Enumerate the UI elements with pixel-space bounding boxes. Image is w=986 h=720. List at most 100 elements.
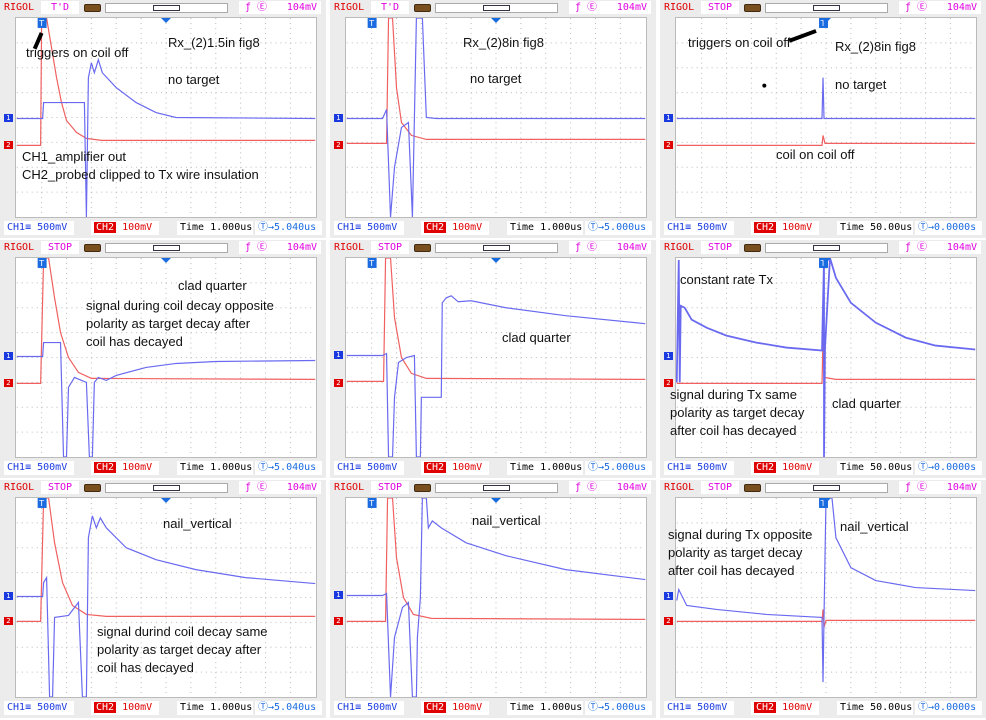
trigger-level: 104mV <box>616 242 647 253</box>
ch1-marker[interactable]: 1 <box>664 592 673 600</box>
ch2-scale-value: 100mV <box>122 702 153 713</box>
memory-icon <box>414 4 431 12</box>
view-window <box>813 5 840 11</box>
time-label: Time <box>510 702 535 713</box>
run-status: STOP <box>701 1 739 14</box>
ch2-marker[interactable]: 2 <box>4 141 13 149</box>
svg-text:T: T <box>38 259 44 268</box>
trigger-offset-icon: Ⓣ→ <box>258 222 275 233</box>
ch2-marker[interactable]: 2 <box>664 141 673 149</box>
ch2-scale: CH2 100mV <box>91 461 159 475</box>
center-marker <box>491 18 501 23</box>
trigger-offset-icon: Ⓣ→ <box>588 222 605 233</box>
view-window <box>813 245 840 251</box>
ch1-marker[interactable]: 1 <box>4 352 13 360</box>
time-label: Time <box>180 462 205 473</box>
ch2-scale: CH2 100mV <box>91 221 159 235</box>
rising-edge-icon: ƒ Ⓔ <box>575 2 598 13</box>
ch1-marker[interactable]: 1 <box>4 592 13 600</box>
run-status: STOP <box>701 241 739 254</box>
ch1-label: CH1 <box>667 222 686 233</box>
time-value: 1.000us <box>540 462 583 473</box>
time-value: 1.000us <box>540 702 583 713</box>
ch1-scale-value: 500mV <box>37 462 68 473</box>
ch2-scale-value: 100mV <box>782 222 813 233</box>
offset-value: 5.040us <box>274 222 317 233</box>
ch2-scale-value: 100mV <box>122 462 153 473</box>
trigger-status: ƒ Ⓔ 104mV <box>899 1 981 14</box>
dc-coupling-icon: ≡ <box>25 702 38 713</box>
ch2-marker[interactable]: 2 <box>334 617 343 625</box>
dc-coupling-icon: ≡ <box>25 222 38 233</box>
ch2-marker[interactable]: 2 <box>4 379 13 387</box>
trigger-level: 104mV <box>946 482 977 493</box>
ch1-label: CH1 <box>337 462 356 473</box>
ch1-trace <box>16 57 316 217</box>
ch1-marker[interactable]: 1 <box>4 114 13 122</box>
trigger-position-marker: T <box>819 18 828 28</box>
ch2-marker[interactable]: 2 <box>334 379 343 387</box>
rising-edge-icon: ƒ Ⓔ <box>905 242 928 253</box>
ch1-marker[interactable]: 1 <box>334 114 343 122</box>
trigger-position-marker: T <box>819 258 828 268</box>
memory-icon <box>84 484 101 492</box>
timebase: Time 50.00us <box>837 701 913 715</box>
waveform-memory-bar <box>765 3 888 13</box>
trigger-level: 104mV <box>286 242 317 253</box>
ch2-scale-value: 100mV <box>452 222 483 233</box>
time-label: Time <box>180 222 205 233</box>
timebase: Time 1.000us <box>507 221 583 235</box>
run-status: T'D <box>41 1 79 14</box>
offset-value: 5.040us <box>274 462 317 473</box>
timebase: Time 1.000us <box>177 221 253 235</box>
annotation-text: clad quarter <box>832 396 901 411</box>
time-label: Time <box>840 462 865 473</box>
annotation-text: after coil has decayed <box>670 423 797 438</box>
timebase: Time 50.00us <box>837 221 913 235</box>
ch1-marker[interactable]: 1 <box>334 351 343 359</box>
ch2-trace <box>346 18 646 144</box>
annotation-text: signal during Tx same <box>670 387 797 402</box>
ch2-marker[interactable]: 2 <box>664 617 673 625</box>
ch2-trace <box>676 609 976 628</box>
ch2-marker[interactable]: 2 <box>664 379 673 387</box>
ch1-marker[interactable]: 1 <box>664 114 673 122</box>
ch2-marker[interactable]: 2 <box>4 617 13 625</box>
trigger-offset: Ⓣ→5.000us <box>585 701 652 715</box>
ch1-marker[interactable]: 1 <box>334 591 343 599</box>
dc-coupling-icon: ≡ <box>355 702 368 713</box>
waveform-memory-bar <box>435 3 558 13</box>
offset-value: 5.000us <box>604 702 647 713</box>
annotation-text: CH2_probed clipped to Tx wire insulation <box>22 167 259 182</box>
center-marker <box>161 258 171 263</box>
trigger-offset: Ⓣ→0.0000s <box>915 701 982 715</box>
annotation-text: polarity as target decay after <box>97 642 262 657</box>
brand-label: RIGOL <box>664 482 695 493</box>
center-marker <box>821 498 831 503</box>
annotation-dot <box>762 83 767 88</box>
scope-header: RIGOL STOP ƒ Ⓔ 104mV <box>660 480 986 496</box>
offset-value: 5.000us <box>604 462 647 473</box>
waveform-display: T <box>15 257 317 458</box>
scope-panel: RIGOL T'D ƒ Ⓔ 104mV T 1 2 CH1≡ 500mV CH2 100mV Ti… <box>330 0 656 238</box>
trigger-status: ƒ Ⓔ 104mV <box>239 241 321 254</box>
annotation-text: polarity as target decay after <box>86 316 251 331</box>
waveform-memory-bar <box>435 243 558 253</box>
ch2-marker[interactable]: 2 <box>334 141 343 149</box>
offset-value: 0.0000s <box>934 702 977 713</box>
annotation-text: Rx_(2)8in fig8 <box>463 35 544 50</box>
ch2-label: CH2 <box>754 462 777 473</box>
ch1-trace <box>346 498 646 697</box>
ch2-scale: CH2 100mV <box>421 701 489 715</box>
center-marker <box>161 498 171 503</box>
trigger-position-marker: T <box>367 18 377 28</box>
brand-label: RIGOL <box>4 242 35 253</box>
ch1-marker[interactable]: 1 <box>664 352 673 360</box>
waveform-display: T <box>675 257 977 458</box>
view-window <box>153 485 180 491</box>
annotation-text: triggers on coil off <box>688 35 791 50</box>
annotation-text: CH1_amplifier out <box>22 149 127 164</box>
ch2-scale: CH2 100mV <box>421 221 489 235</box>
time-value: 1.000us <box>210 462 253 473</box>
waveform-memory-bar <box>765 483 888 493</box>
